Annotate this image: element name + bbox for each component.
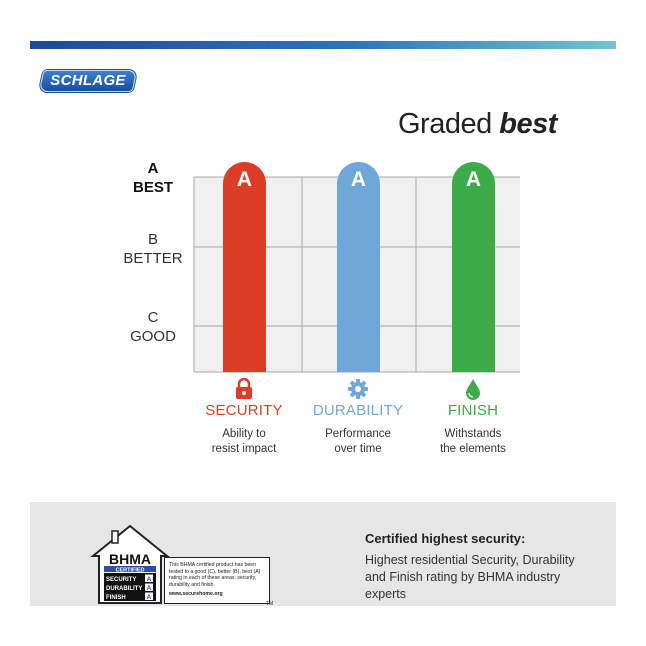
category-name: FINISH: [447, 402, 499, 419]
description-line: the elements: [440, 443, 506, 455]
bar-grade-label: A: [466, 168, 481, 191]
badge-row-label: FINISH: [106, 595, 126, 601]
category-name: DURABILITY: [312, 402, 404, 419]
bhma-note-box: This BHMA certified product has been tes…: [164, 557, 270, 604]
bhma-note: This BHMA certified product has been tes…: [169, 562, 261, 588]
description-line: Withstands: [444, 428, 502, 440]
trademark: TM: [266, 601, 274, 607]
y-level-a: A BEST: [113, 159, 193, 197]
category-durability: DURABILITY Performance over time: [298, 378, 418, 457]
category-description: Withstands the elements: [413, 427, 533, 457]
description-line: over time: [334, 443, 382, 455]
bar-grade-label: A: [351, 168, 366, 191]
category-security: SECURITY Ability to resist impact: [184, 377, 304, 457]
badge-row-label: DURABILITY: [106, 586, 142, 592]
y-label: BETTER: [123, 250, 183, 267]
top-gradient-bar: [30, 41, 616, 49]
y-label: GOOD: [130, 328, 176, 345]
bhma-house-badge: BHMA CERTIFIED SECURITY A DURABILITY A FINIS…: [90, 524, 170, 604]
y-level-b: B BETTER: [113, 230, 193, 268]
page-title: Graded best: [398, 108, 557, 141]
certification-text: Highest residential Security, Durability…: [365, 553, 575, 601]
category-description: Performance over time: [298, 427, 418, 457]
category-finish: FINISH Withstands the elements: [413, 378, 533, 457]
y-label: BEST: [132, 179, 173, 196]
badge-row-grade: A: [147, 576, 152, 583]
description-line: Performance: [325, 428, 391, 440]
certification-heading: Certified highest security:: [365, 531, 526, 546]
bar-finish: [452, 162, 495, 372]
y-level-c: C GOOD: [113, 308, 193, 346]
y-grade: C: [147, 309, 159, 326]
badge-row-grade: A: [147, 585, 152, 592]
bhma-text: BHMA: [109, 551, 151, 567]
badge-row-label: SECURITY: [106, 577, 136, 583]
certified-text: CERTIFIED: [115, 567, 144, 573]
badge-row-grade: A: [147, 594, 152, 601]
category-name: SECURITY: [205, 402, 283, 419]
y-grade: A: [147, 160, 159, 177]
category-description: Ability to resist impact: [184, 427, 304, 457]
bar-security: [223, 162, 266, 372]
bhma-url: www.securehome.org: [169, 591, 223, 597]
description-line: Ability to: [222, 428, 266, 440]
lock-icon: [184, 377, 304, 400]
bar-durability: [337, 162, 380, 372]
title-emphasis: best: [499, 108, 557, 140]
title-prefix: Graded: [398, 108, 492, 140]
gear-icon: [298, 378, 418, 400]
y-grade: B: [147, 231, 158, 248]
droplet-icon: [413, 378, 533, 400]
description-line: resist impact: [211, 443, 277, 455]
bar-grade-label: A: [237, 168, 252, 191]
